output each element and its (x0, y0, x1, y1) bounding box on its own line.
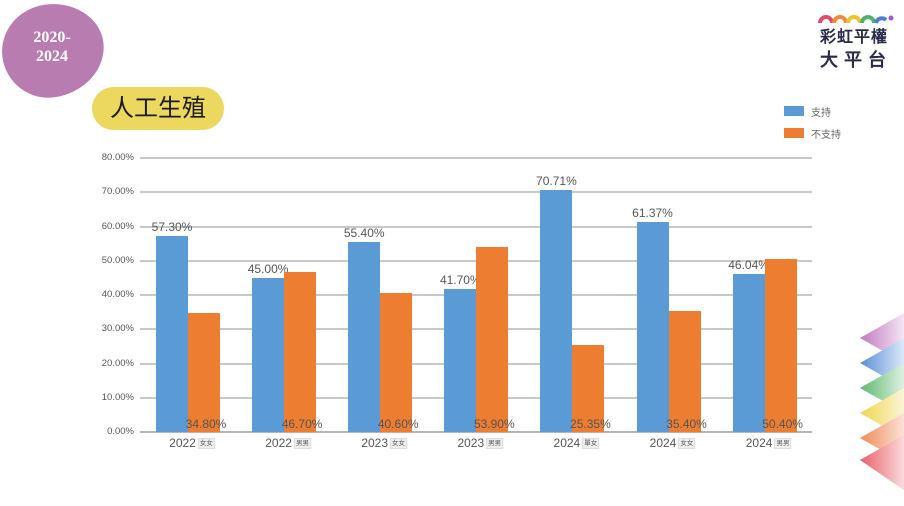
x-category-label: 2023 女女 (361, 436, 408, 450)
data-label: 41.70% (439, 273, 481, 288)
x-category-year: 2023 (457, 436, 485, 450)
data-label: 46.70% (281, 417, 323, 431)
year-range-line2: 2024 (36, 48, 68, 65)
data-label: 70.71% (536, 173, 577, 188)
y-tick-label: 70.00% (101, 186, 134, 198)
bar-not-support (380, 292, 413, 432)
x-category-label: 2024 男男 (746, 436, 792, 450)
y-tick-label: 50.00% (101, 254, 134, 266)
data-label: 53.90% (473, 417, 515, 431)
bar-not-support (572, 345, 605, 432)
bar-not-support (188, 312, 220, 432)
y-tick-label: 0.00% (107, 426, 134, 437)
bar-support (252, 277, 285, 432)
x-category-group: 男男 (486, 437, 504, 449)
data-label: 57.30% (151, 219, 193, 234)
x-category-label: 2022 男男 (265, 436, 311, 450)
x-category-label: 2022 女女 (169, 436, 215, 450)
topic-title: 人工生殖 (110, 94, 206, 122)
y-tick-label: 80.00% (101, 152, 134, 163)
bar-support (732, 274, 765, 432)
bar-support (156, 235, 188, 432)
chart-legend: 支持 不支持 (784, 100, 841, 144)
x-category-group: 女女 (678, 437, 696, 449)
bar-support (348, 242, 381, 432)
bar-not-support (668, 310, 701, 432)
x-category-year: 2022 (169, 436, 196, 450)
rainbow-arcs-icon (818, 15, 894, 24)
data-label: 34.80% (185, 417, 227, 431)
x-axis-line (140, 431, 812, 433)
bar-support (540, 189, 573, 432)
year-range-text: 2020- 2024 (20, 28, 84, 66)
x-category-group: 女女 (390, 437, 408, 449)
bar-support (636, 221, 669, 432)
legend-label-not-support: 不支持 (811, 129, 841, 141)
x-category-year: 2022 (265, 436, 292, 450)
data-label: 50.40% (762, 417, 803, 431)
x-category-label: 2023 男男 (457, 436, 504, 450)
data-label: 55.40% (343, 226, 385, 241)
x-category-label: 2024 女女 (650, 436, 696, 450)
legend-label-support: 支持 (811, 107, 831, 119)
rainbow-chevrons-decoration (860, 313, 904, 490)
y-tick-label: 10.00% (101, 391, 134, 403)
logo-text-line2: 大平台 (820, 50, 892, 71)
x-category-year: 2024 (649, 436, 677, 450)
gridline (140, 157, 812, 159)
legend-swatch-not-support (784, 128, 804, 138)
legend-item-not-support: 不支持 (784, 122, 841, 144)
x-category-year: 2023 (361, 436, 389, 450)
x-category-group: 男男 (774, 437, 792, 449)
topic-title-pill (92, 87, 224, 130)
y-tick-label: 60.00% (101, 220, 134, 232)
x-category-year: 2024 (553, 436, 581, 450)
logo-text-line1: 彩虹平權 (819, 27, 888, 46)
data-label: 46.04% (728, 258, 769, 273)
bar-not-support (284, 272, 317, 432)
gridline (140, 225, 812, 228)
x-category-group: 男男 (293, 437, 311, 449)
bar-support (444, 289, 477, 432)
x-category-year: 2024 (745, 436, 773, 450)
y-tick-label: 40.00% (101, 289, 134, 300)
gridline (140, 259, 812, 262)
legend-item-support: 支持 (784, 100, 841, 122)
bar-not-support (476, 247, 509, 432)
gridline (140, 191, 812, 194)
data-label: 61.37% (632, 205, 673, 220)
x-category-group: 女女 (197, 437, 215, 449)
data-label: 40.60% (377, 417, 419, 431)
x-category-label: 2024 單女 (554, 436, 600, 450)
year-range-line1: 2020- (33, 29, 71, 46)
data-label: 45.00% (247, 261, 289, 276)
logo: 彩虹平權 大平台 (816, 10, 894, 72)
legend-swatch-support (784, 106, 804, 116)
data-label: 25.35% (570, 417, 611, 431)
y-tick-label: 20.00% (101, 357, 134, 369)
bar-not-support (764, 259, 797, 432)
data-label: 35.40% (666, 417, 707, 431)
x-category-group: 單女 (582, 437, 600, 449)
y-tick-label: 30.00% (101, 323, 134, 335)
